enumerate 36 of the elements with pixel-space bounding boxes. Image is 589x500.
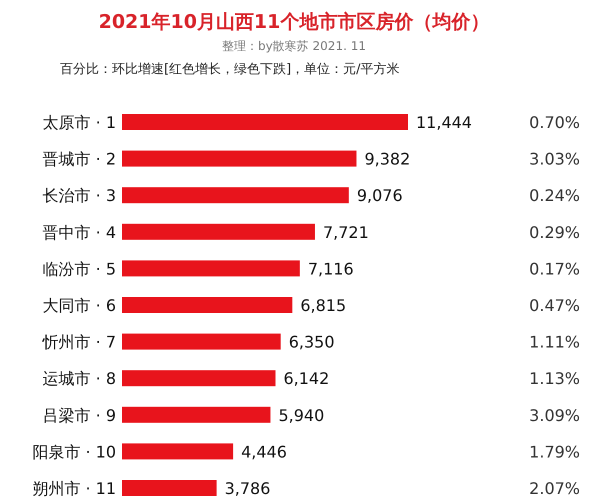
y-tick-label: 晋中市 · 4 [42, 222, 116, 242]
y-tick-label: 运城市 · 8 [42, 369, 116, 388]
y-tick-label: 晋城市 · 2 [42, 150, 116, 169]
chart-subtitle: 整理：by散寒苏 2021. 11 [222, 39, 366, 53]
y-tick-label: 忻州市 · 7 [42, 332, 116, 352]
data-label: 6,350 [288, 332, 335, 352]
text: 0.17% [529, 259, 580, 278]
text: 0.29% [529, 222, 580, 242]
data-label: 3,786 [224, 479, 270, 498]
data-label: 6,142 [283, 369, 330, 388]
data-label: 6,815 [300, 296, 346, 315]
y-tick-label: 临汾市 · 5 [42, 259, 116, 278]
data-label: 9,382 [364, 150, 410, 169]
text: 3.03% [529, 150, 580, 169]
y-tick-label: 长治市 · 3 [42, 186, 116, 206]
y-tick-label: 太原市 · 1 [42, 113, 116, 132]
data-label: 11,444 [416, 113, 472, 132]
text: 百分比：环比增速[红色增长，绿色下跌]，单位：元/平方米 [60, 61, 400, 77]
data-label: 7,116 [308, 259, 354, 278]
chart-title: 2021年10月山西11个地市市区房价（均价） [98, 11, 490, 33]
text: 3.09% [529, 406, 580, 425]
text: 1.11% [529, 332, 580, 352]
data-label: 7,721 [322, 222, 369, 242]
text: 1.13% [529, 369, 580, 388]
data-label: 5,940 [278, 406, 324, 425]
data-label: 4,446 [241, 442, 287, 462]
text: 1.79% [529, 442, 580, 462]
y-tick-label: 阳泉市 · 10 [32, 442, 116, 462]
text: 2.07% [529, 479, 580, 498]
y-tick-label: 朔州市 · 11 [32, 479, 116, 498]
y-tick-label: 吕梁市 · 9 [42, 406, 116, 425]
data-label: 9,076 [356, 186, 403, 206]
y-tick-label: 大同市 · 6 [42, 296, 116, 315]
text: 0.24% [529, 186, 580, 206]
text: 0.47% [529, 296, 580, 315]
text: 0.70% [529, 113, 580, 132]
